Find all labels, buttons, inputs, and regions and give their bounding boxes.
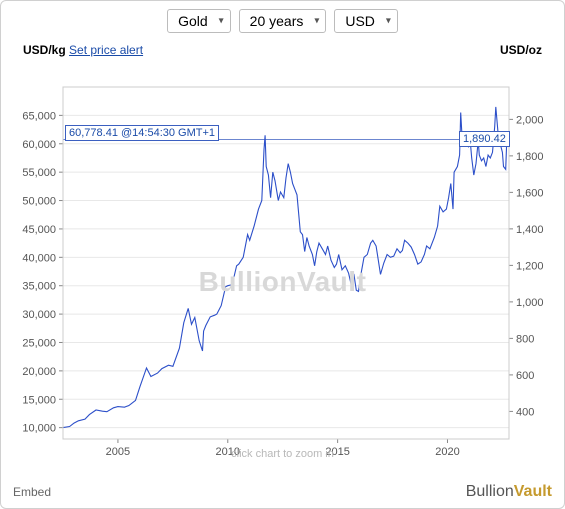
embed-link[interactable]: Embed xyxy=(13,485,51,499)
period-select[interactable]: 20 years ▾ xyxy=(239,9,327,33)
svg-text:2010: 2010 xyxy=(216,446,240,458)
brand-logo: BullionVault xyxy=(466,483,552,501)
chevron-down-icon: ▾ xyxy=(386,16,391,27)
svg-text:65,000: 65,000 xyxy=(22,110,56,122)
svg-text:50,000: 50,000 xyxy=(22,196,56,208)
unit-left-label: USD/kg xyxy=(23,43,66,57)
svg-text:45,000: 45,000 xyxy=(22,224,56,236)
svg-text:30,000: 30,000 xyxy=(22,309,56,321)
brand-part-a: Bullion xyxy=(466,483,514,500)
unit-header-row: USD/kg Set price alert USD/oz xyxy=(1,39,564,59)
svg-text:15,000: 15,000 xyxy=(22,394,56,406)
price-kg-value: 60,778.41 xyxy=(69,127,118,139)
left-unit-group: USD/kg Set price alert xyxy=(23,43,143,57)
svg-text:1,400: 1,400 xyxy=(516,224,544,236)
svg-text:1,600: 1,600 xyxy=(516,187,544,199)
svg-text:10,000: 10,000 xyxy=(22,423,56,435)
svg-text:1,200: 1,200 xyxy=(516,260,544,272)
svg-text:2020: 2020 xyxy=(435,446,459,458)
currency-select[interactable]: USD ▾ xyxy=(334,9,398,33)
chart-widget: Gold ▾ 20 years ▾ USD ▾ USD/kg Set price… xyxy=(0,0,565,509)
svg-text:35,000: 35,000 xyxy=(22,281,56,293)
metal-select[interactable]: Gold ▾ xyxy=(167,9,231,33)
svg-text:40,000: 40,000 xyxy=(22,252,56,264)
svg-text:400: 400 xyxy=(516,406,534,418)
svg-text:2,000: 2,000 xyxy=(516,114,544,126)
price-oz-value: 1,890.42 xyxy=(463,133,506,145)
svg-text:60,000: 60,000 xyxy=(22,139,56,151)
price-timestamp: @14:54:30 GMT+1 xyxy=(121,127,215,139)
svg-text:2015: 2015 xyxy=(325,446,349,458)
chart-area[interactable]: 10,000 15,000 20,000 25,000 30,000 35,000 40,0… xyxy=(1,79,564,470)
brand-part-b: Vault xyxy=(514,483,552,500)
svg-text:20,000: 20,000 xyxy=(22,366,56,378)
svg-text:600: 600 xyxy=(516,370,534,382)
svg-text:2005: 2005 xyxy=(106,446,130,458)
current-price-oz-label: 1,890.42 xyxy=(459,131,510,147)
svg-text:1,000: 1,000 xyxy=(516,297,544,309)
footer-row: Embed BullionVault xyxy=(1,476,564,508)
current-price-kg-label: 60,778.41 @14:54:30 GMT+1 xyxy=(65,125,219,141)
period-select-value: 20 years xyxy=(250,13,304,29)
currency-select-value: USD xyxy=(345,13,375,29)
controls-row: Gold ▾ 20 years ▾ USD ▾ xyxy=(1,1,564,39)
metal-select-value: Gold xyxy=(178,13,208,29)
chevron-down-icon: ▾ xyxy=(219,16,224,27)
svg-text:1,800: 1,800 xyxy=(516,151,544,163)
chevron-down-icon: ▾ xyxy=(314,16,319,27)
unit-right-label: USD/oz xyxy=(500,43,542,57)
svg-text:55,000: 55,000 xyxy=(22,167,56,179)
svg-text:800: 800 xyxy=(516,333,534,345)
price-alert-link[interactable]: Set price alert xyxy=(69,43,143,57)
svg-text:25,000: 25,000 xyxy=(22,337,56,349)
